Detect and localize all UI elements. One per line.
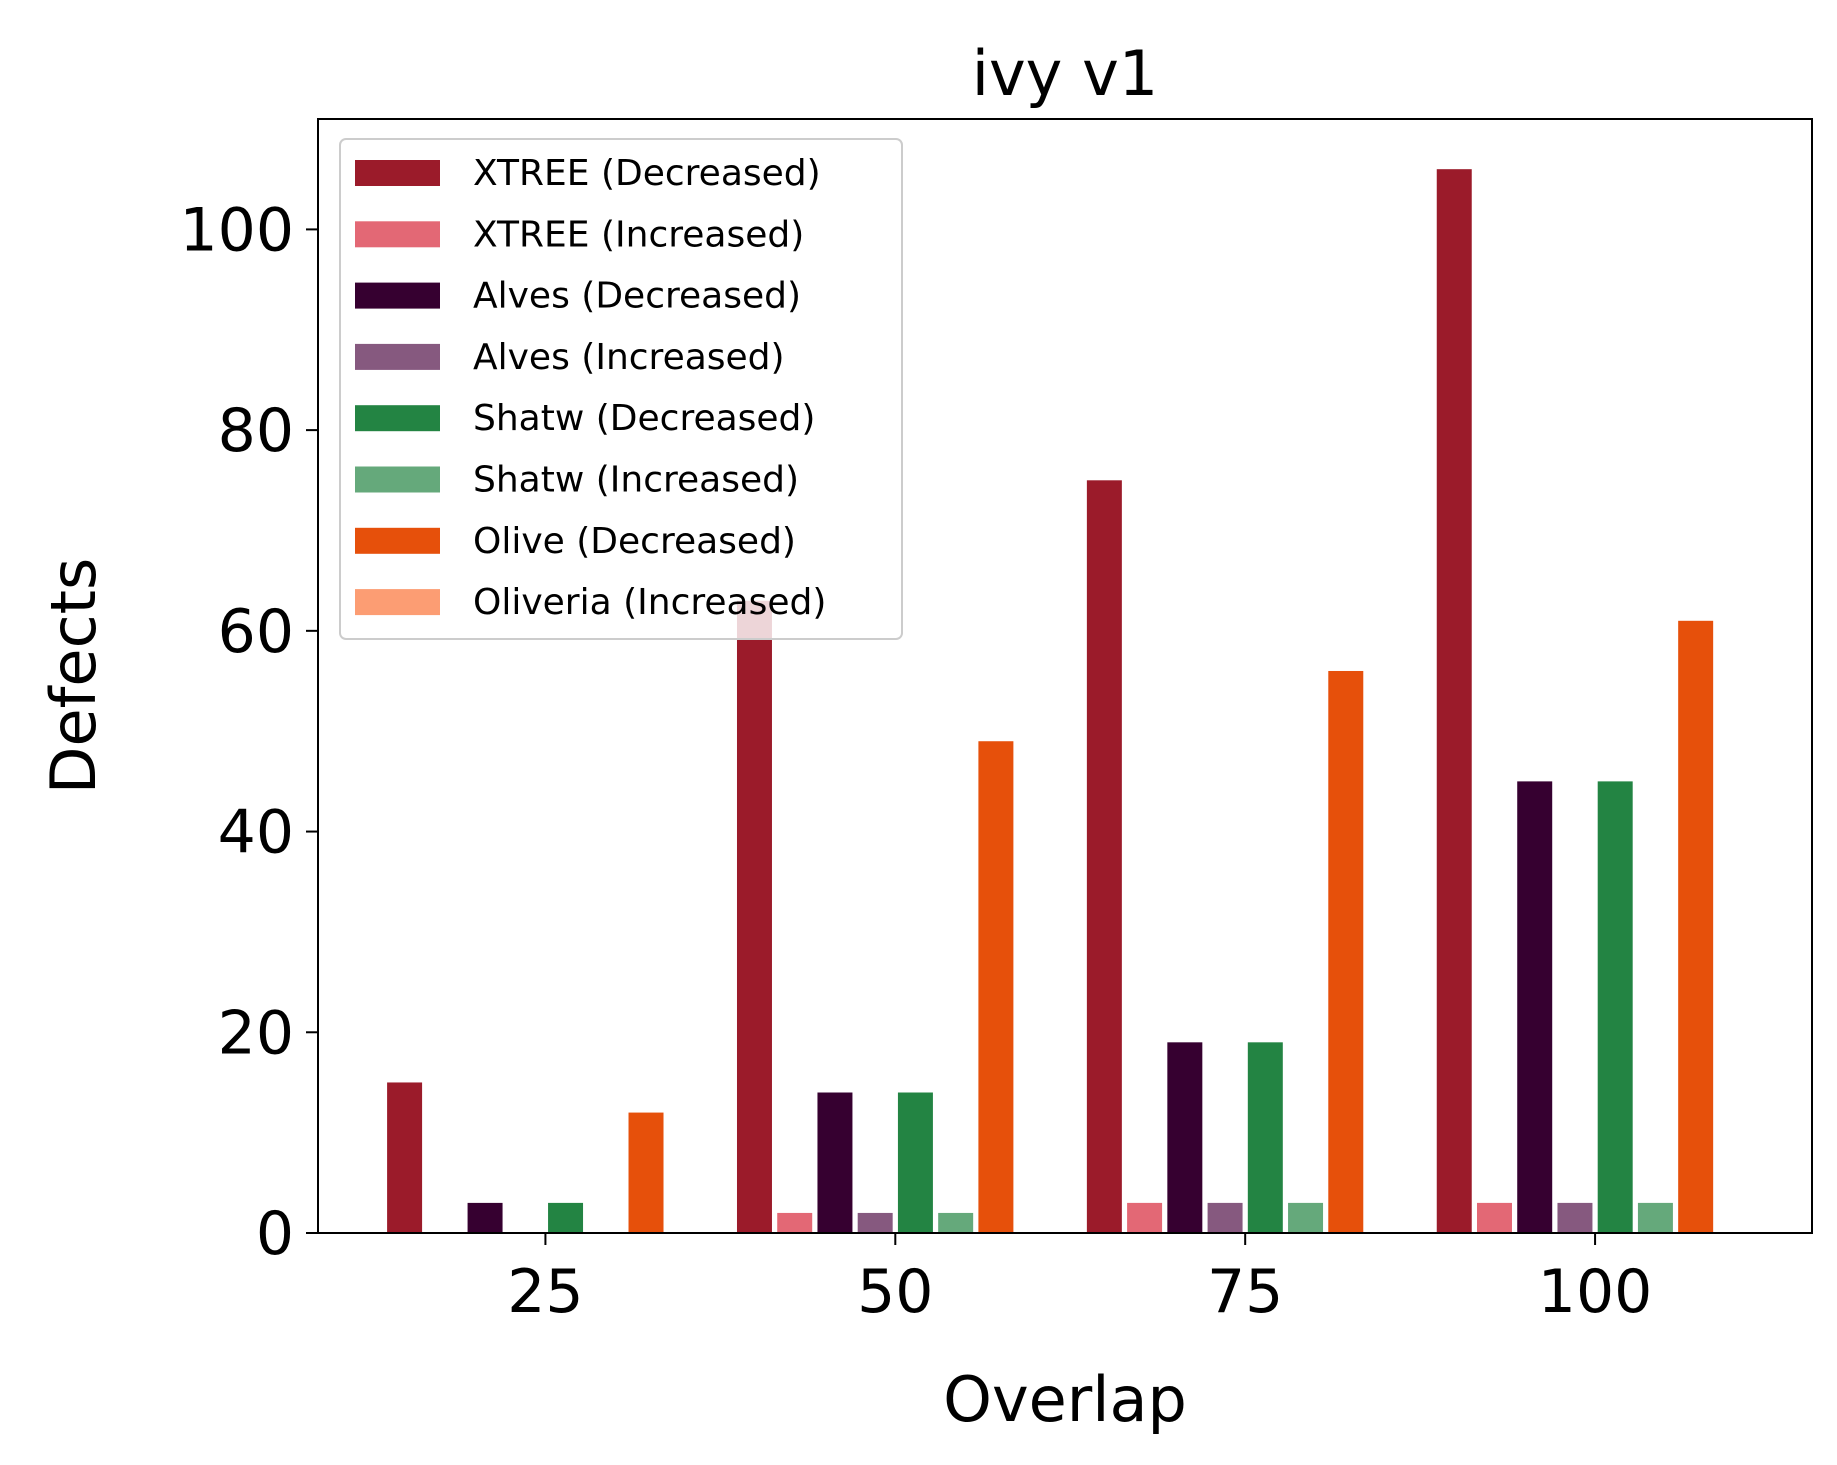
legend-label-5: Shatw (Increased): [473, 460, 799, 501]
bar-4-0: [548, 1202, 584, 1233]
legend-swatch-6: [355, 527, 440, 554]
y-tick-label-4: 80: [218, 396, 294, 466]
x-tick-label-2: 75: [1207, 1257, 1283, 1327]
bar-5-1: [938, 1212, 974, 1233]
legend-swatch-0: [355, 160, 440, 186]
bar-6-2: [1328, 670, 1364, 1233]
legend-frame: [339, 138, 903, 640]
plot-frame: [317, 118, 1813, 1234]
y-tick-label-1: 20: [218, 998, 294, 1068]
bar-4-3: [1597, 781, 1633, 1233]
y-axis: 0 20 40 60 80 100: [179, 195, 318, 1269]
bar-6-1: [978, 741, 1014, 1233]
legend-label-7: Oliveria (Increased): [473, 582, 826, 623]
y-axis-label: Defects: [37, 558, 110, 795]
bar-5-2: [1288, 1202, 1324, 1233]
legend-label-4: Shatw (Decreased): [473, 398, 815, 439]
legend-swatch-2: [355, 282, 440, 309]
bar-2-3: [1517, 781, 1553, 1233]
bar-6-0: [628, 1112, 664, 1233]
y-tick-label-5: 100: [179, 195, 294, 265]
bar-2-1: [817, 1092, 853, 1233]
legend-swatch-1: [355, 221, 440, 248]
x-tick-label-1: 50: [857, 1257, 933, 1327]
bar-3-1: [857, 1212, 893, 1233]
legend-label-0: XTREE (Decreased): [473, 153, 821, 194]
bar-6-3: [1678, 620, 1714, 1233]
bar-3-2: [1207, 1202, 1243, 1233]
legend-label-1: XTREE (Increased): [473, 214, 804, 255]
legend-label-3: Alves (Increased): [473, 337, 785, 378]
bar-4-2: [1247, 1042, 1283, 1233]
bar-2-0: [467, 1202, 503, 1233]
legend-label-2: Alves (Decreased): [473, 276, 801, 317]
x-tick-label-0: 25: [507, 1257, 583, 1327]
bars-layer: [387, 169, 1714, 1234]
bar-1-2: [1127, 1202, 1163, 1233]
chart-title: ivy v1: [972, 37, 1158, 110]
bar-1-1: [777, 1212, 813, 1233]
legend-swatch-3: [355, 343, 440, 370]
x-tick-label-3: 100: [1538, 1257, 1653, 1327]
bar-0-1: [736, 600, 772, 1233]
legend-swatch-7: [355, 589, 440, 616]
bar-2-2: [1167, 1042, 1203, 1233]
legend: XTREE (Decreased) XTREE (Increased) Alves …: [339, 138, 903, 640]
bar-0-2: [1086, 480, 1122, 1233]
bar-3-3: [1557, 1202, 1593, 1233]
y-tick-label-2: 40: [218, 798, 294, 868]
legend-swatch-4: [355, 405, 440, 432]
legend-swatch-5: [355, 466, 440, 493]
y-tick-label-0: 0: [256, 1199, 294, 1269]
y-tick-label-3: 60: [218, 597, 294, 667]
x-axis-label: Overlap: [943, 1363, 1187, 1436]
bar-5-3: [1637, 1202, 1673, 1233]
bar-0-0: [387, 1082, 423, 1233]
x-axis: 25 50 75 100: [507, 1233, 1652, 1327]
legend-label-6: Olive (Decreased): [473, 521, 796, 562]
bar-4-1: [897, 1092, 933, 1233]
bar-1-3: [1476, 1202, 1512, 1233]
bar-0-3: [1436, 169, 1472, 1234]
